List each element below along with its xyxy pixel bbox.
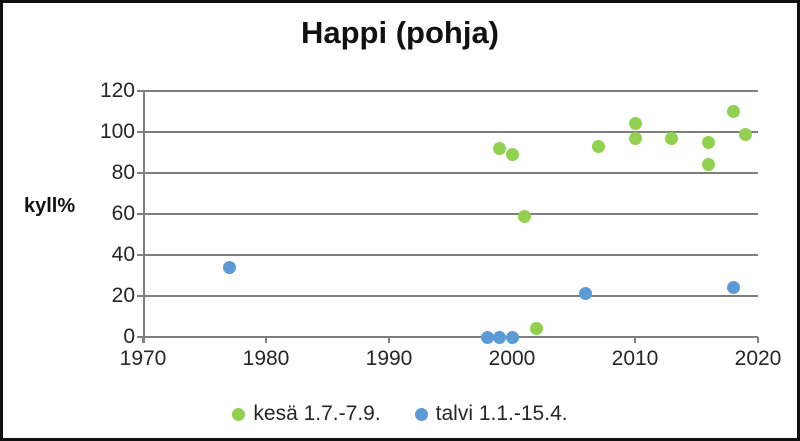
data-point-talvi-5 [726, 281, 740, 295]
x-tick-1980 [265, 337, 267, 343]
x-tick-label-1980: 1980 [242, 347, 290, 370]
y-tick-label-60: 60 [111, 202, 135, 225]
data-point-kesa-9 [702, 158, 716, 172]
gridline-y-80 [143, 172, 758, 174]
data-point-kesa-6 [628, 131, 642, 145]
legend-label-kesa: kesä 1.7.-7.9. [253, 402, 381, 425]
x-tick-2020 [757, 337, 759, 343]
y-tick-label-80: 80 [111, 161, 135, 184]
x-tick-label-2000: 2000 [488, 347, 536, 370]
data-point-kesa-4 [591, 139, 605, 153]
y-tick-label-100: 100 [99, 120, 135, 143]
x-tick-label-2020: 2020 [734, 347, 782, 370]
talvi-series-marker-icon [414, 407, 428, 421]
y-tick-100 [137, 131, 143, 133]
y-tick-120 [137, 90, 143, 92]
data-point-kesa-1 [505, 148, 519, 162]
x-tick-1990 [388, 337, 390, 343]
data-point-kesa-10 [726, 105, 740, 118]
x-tick-1970 [142, 337, 144, 343]
gridline-y-20 [143, 295, 758, 297]
x-tick-label-1970: 1970 [119, 347, 167, 370]
x-tick-label-1990: 1990 [365, 347, 413, 370]
legend: kesä 1.7.-7.9. talvi 1.1.-15.4. [3, 402, 797, 426]
data-point-kesa-0 [493, 141, 507, 155]
y-axis-line [143, 91, 145, 343]
gridline-y-60 [143, 213, 758, 215]
y-tick-20 [137, 295, 143, 297]
gridline-y-0 [143, 336, 758, 338]
data-point-kesa-7 [665, 131, 679, 145]
legend-item-talvi: talvi 1.1.-15.4. [414, 402, 568, 426]
chart-title: Happi (pohja) [300, 15, 500, 50]
gridline-y-100 [143, 131, 758, 133]
data-point-talvi-4 [579, 287, 593, 301]
y-tick-label-0: 0 [123, 325, 135, 348]
gridline-y-120 [143, 90, 758, 92]
data-point-kesa-3 [530, 322, 544, 336]
kesa-series-marker-icon [232, 407, 246, 421]
data-point-talvi-0 [222, 260, 236, 274]
legend-label-talvi: talvi 1.1.-15.4. [435, 402, 568, 425]
data-point-talvi-1 [480, 330, 494, 344]
data-point-kesa-2 [517, 209, 531, 223]
x-tick-2010 [634, 337, 636, 343]
x-tick-label-2010: 2010 [611, 347, 659, 370]
y-tick-80 [137, 172, 143, 174]
y-tick-60 [137, 213, 143, 215]
legend-item-kesa: kesä 1.7.-7.9. [232, 402, 381, 426]
y-tick-0 [137, 336, 143, 338]
data-point-kesa-11 [739, 127, 753, 141]
data-point-talvi-2 [493, 330, 507, 344]
y-tick-40 [137, 254, 143, 256]
y-axis-title: kyll% [24, 195, 76, 217]
y-tick-label-20: 20 [111, 284, 135, 307]
y-tick-label-40: 40 [111, 243, 135, 266]
data-point-kesa-8 [702, 135, 716, 149]
y-tick-label-120: 120 [99, 79, 135, 102]
data-point-talvi-3 [505, 330, 519, 344]
data-point-kesa-5 [628, 117, 642, 131]
gridline-y-40 [143, 254, 758, 256]
